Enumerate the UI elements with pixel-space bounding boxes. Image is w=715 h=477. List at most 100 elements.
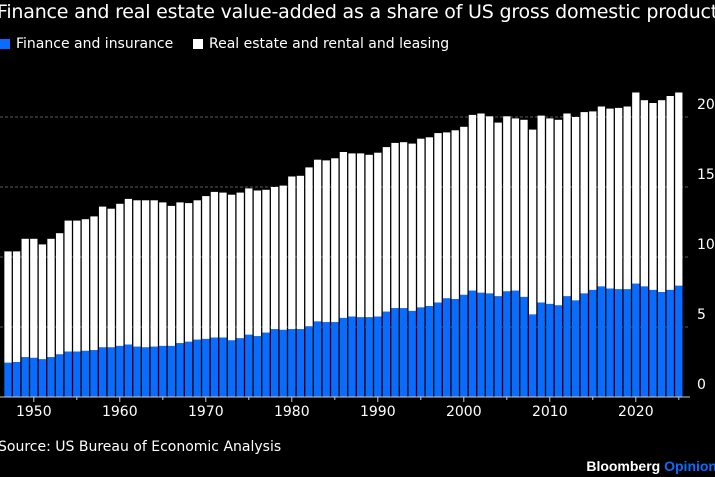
x-tick-label: 2010 <box>532 404 568 420</box>
bar-real-estate <box>374 152 382 317</box>
bar-real-estate <box>305 167 313 327</box>
bar-real-estate <box>81 219 90 351</box>
bar-real-estate <box>184 203 193 342</box>
bar-real-estate <box>12 251 21 362</box>
bar-finance <box>73 351 81 397</box>
bar-finance <box>279 329 287 397</box>
bar-finance <box>331 322 339 397</box>
bar-finance <box>614 289 623 397</box>
bar-finance <box>640 286 649 397</box>
bar-real-estate <box>159 202 167 346</box>
bar-finance <box>563 296 571 397</box>
bar-finance <box>55 354 64 397</box>
bar-finance <box>245 334 253 397</box>
y-tick-label: 15 <box>697 167 715 183</box>
bar-finance <box>442 298 451 397</box>
bar-finance <box>520 296 528 397</box>
bar-real-estate <box>589 111 597 290</box>
bar-finance <box>98 347 107 397</box>
x-tick-label: 2020 <box>618 404 654 420</box>
bar-finance <box>47 357 55 397</box>
bar-finance <box>219 337 227 397</box>
bar-real-estate <box>571 117 580 301</box>
bar-finance <box>666 289 674 397</box>
bar-real-estate <box>382 147 391 312</box>
bar-finance <box>176 343 184 397</box>
bar-real-estate <box>331 158 339 323</box>
bar-real-estate <box>511 118 520 291</box>
bar-real-estate <box>451 130 459 299</box>
bar-finance <box>305 326 313 397</box>
x-tick-label: 1950 <box>16 404 52 420</box>
bar-finance <box>141 347 150 397</box>
bar-real-estate <box>442 132 451 299</box>
bar-real-estate <box>597 106 606 287</box>
bar-real-estate <box>107 208 115 348</box>
bar-real-estate <box>485 116 494 294</box>
bar-finance <box>270 329 279 397</box>
bar-finance <box>546 303 554 397</box>
bar-real-estate <box>279 185 287 330</box>
bar-finance <box>339 317 348 397</box>
bar-real-estate <box>434 133 442 303</box>
bar-real-estate <box>503 116 511 292</box>
bar-finance <box>227 340 236 397</box>
bar-finance <box>589 289 597 397</box>
bar-finance <box>485 293 494 397</box>
legend-item-real-estate: Real estate and rental and leasing <box>193 36 449 52</box>
bar-real-estate <box>614 107 623 290</box>
bar-real-estate <box>649 103 657 290</box>
bar-real-estate <box>528 129 537 315</box>
bar-finance <box>236 338 244 397</box>
x-tick-label: 1990 <box>360 404 396 420</box>
bar-real-estate <box>176 202 184 344</box>
bar-real-estate <box>55 233 64 355</box>
bar-real-estate <box>219 192 227 338</box>
bar-real-estate <box>554 119 563 306</box>
bar-finance <box>262 332 270 397</box>
bar-real-estate <box>640 100 649 287</box>
legend-item-finance: Finance and insurance <box>0 36 173 52</box>
bar-real-estate <box>675 92 683 286</box>
x-tick-label: 1970 <box>188 404 224 420</box>
bar-finance <box>460 294 468 397</box>
bar-real-estate <box>47 238 55 358</box>
bar-real-estate <box>537 115 545 303</box>
bar-real-estate <box>666 96 674 290</box>
bar-finance <box>451 299 459 397</box>
bar-real-estate <box>339 152 348 318</box>
bar-finance <box>649 289 657 397</box>
y-tick-label: 5 <box>697 307 706 323</box>
bar-real-estate <box>606 108 614 289</box>
bar-real-estate <box>210 191 219 338</box>
bar-real-estate <box>4 251 12 363</box>
bar-finance <box>296 329 305 397</box>
bar-finance <box>374 316 382 397</box>
bar-finance <box>124 344 133 397</box>
bar-finance <box>606 288 614 397</box>
bar-real-estate <box>408 143 416 311</box>
bar-real-estate <box>270 187 279 330</box>
bar-finance <box>425 306 434 397</box>
bar-real-estate <box>124 198 133 345</box>
bar-real-estate <box>657 100 666 292</box>
x-tick-label: 1980 <box>274 404 310 420</box>
bar-real-estate <box>623 106 631 290</box>
bar-real-estate <box>73 220 81 352</box>
bar-real-estate <box>546 118 554 304</box>
bar-real-estate <box>313 159 322 322</box>
bar-real-estate <box>477 113 485 293</box>
bar-finance <box>477 292 485 397</box>
legend-label-real-estate: Real estate and rental and leasing <box>209 36 450 52</box>
bar-real-estate <box>116 203 124 346</box>
bar-finance <box>632 283 640 397</box>
bar-finance <box>399 308 408 397</box>
bar-real-estate <box>193 200 201 340</box>
bar-real-estate <box>202 196 210 339</box>
bar-finance <box>21 357 29 397</box>
bar-finance <box>494 296 502 397</box>
bar-real-estate <box>425 137 434 306</box>
bar-finance <box>253 336 262 397</box>
bar-finance <box>90 350 98 397</box>
